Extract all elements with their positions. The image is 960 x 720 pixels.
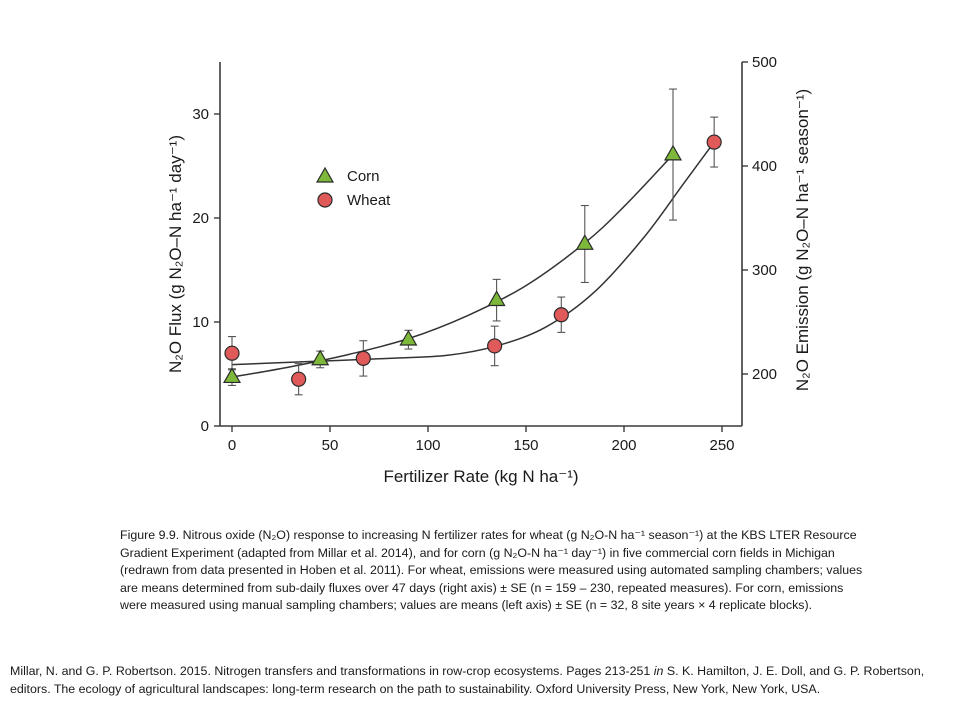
n2o-response-chart: 0 50 100 150 200 250 0 10 20 30 200 300 400 500 Fertil… [166,54,812,486]
y-left-tick-label: 10 [192,314,209,331]
y-right-axis-title: N₂O Emission (g N₂O–N ha⁻¹ season⁻¹) [793,89,812,391]
y-left-tick-label: 20 [192,210,209,227]
y-left-tick-label: 0 [201,418,209,435]
y-right-tick-label: 400 [752,158,777,175]
legend-corn-marker [315,166,335,183]
wheat-point [355,350,371,366]
legend-wheat-label: Wheat [347,192,391,209]
legend-corn-label: Corn [347,168,380,185]
fit-curves [231,141,715,378]
wheat-point [224,345,240,361]
x-tick-label: 0 [228,437,236,454]
wheat-point [553,307,569,323]
y-right-tick-label: 500 [752,54,777,71]
y-left-axis-title: N₂O Flux (g N₂O–N ha⁻¹ day⁻¹) [166,135,185,373]
fit-curve-wheat [231,141,715,366]
citation-in-word: in [653,664,664,678]
fit-curve-corn [231,154,674,378]
data-markers [222,134,722,387]
x-axis-title: Fertilizer Rate (kg N ha⁻¹) [383,467,578,486]
wheat-point [487,338,503,354]
y-right-tick-label: 300 [752,262,777,279]
y-left-tick-label: 30 [192,106,209,123]
x-tick-label: 150 [513,437,538,454]
wheat-point [291,371,307,387]
corn-point [222,367,242,384]
x-tick-label: 250 [709,437,734,454]
legend-wheat-marker [317,192,333,208]
x-tick-label: 50 [322,437,339,454]
citation-text: Millar, N. and G. P. Robertson. 2015. Ni… [10,663,950,698]
citation-text-before: Millar, N. and G. P. Robertson. 2015. Ni… [10,664,654,678]
citation: Millar, N. and G. P. Robertson. 2015. Ni… [10,663,950,698]
x-tick-label: 200 [611,437,636,454]
corn-point [575,234,594,250]
corn-point [663,144,683,161]
legend: Corn Wheat [315,166,391,209]
figure-caption: Figure 9.9. Nitrous oxide (N₂O) response… [120,527,865,615]
caption-text: Figure 9.9. Nitrous oxide (N₂O) response… [120,528,863,613]
citation-text-after: S. K. Hamilton, J. E. Doll, and G. P. Ro… [10,664,925,696]
error-bars [228,88,719,396]
x-tick-label: 100 [415,437,440,454]
corn-point [399,329,418,346]
corn-point [311,349,330,366]
wheat-point [706,134,722,150]
axes: 0 50 100 150 200 250 0 10 20 30 200 300 400 500 Fertil… [166,54,812,486]
y-right-tick-label: 200 [752,366,777,383]
corn-point [487,290,506,307]
